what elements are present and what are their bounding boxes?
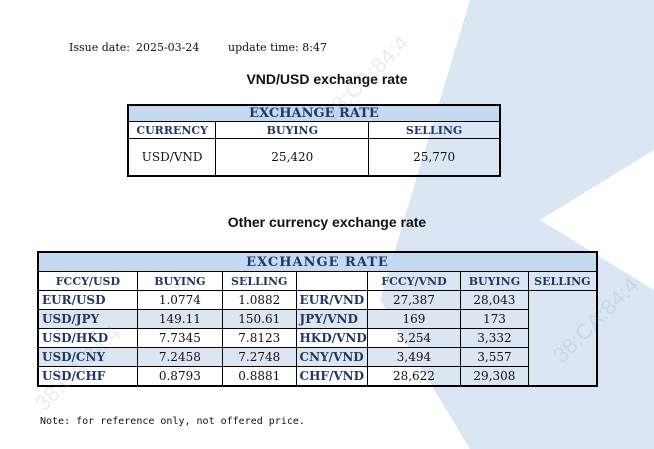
right-buying-cell: 28,622: [366, 366, 462, 387]
other-currency-rate-table: EXCHANGE RATE FCCY/USD BUYING SELLING FC…: [37, 251, 598, 387]
buying-cell: 25,420: [215, 138, 370, 177]
left-pair-cell: USD/CNY: [37, 347, 138, 367]
right-pair-cell: EUR/VND: [295, 290, 368, 310]
left-buying-cell: 0.8793: [136, 366, 223, 387]
left-buying-cell: 149.11: [136, 309, 223, 329]
table-row: USD/CHF 0.8793 0.8881 CHF/VND 28,622 29,308: [37, 366, 597, 387]
right-buying-cell: 3,494: [366, 347, 462, 367]
column-header-buying: BUYING: [136, 271, 223, 291]
table-spacer: [295, 271, 368, 291]
column-header-selling: SELLING: [527, 271, 598, 291]
left-pair-cell: USD/CHF: [37, 366, 138, 387]
table-row: USD/CNY 7.2458 7.2748 CNY/VND 3,494 3,557: [37, 347, 597, 367]
other-currency-title: Other currency exchange rate: [227, 214, 427, 230]
selling-cell: 25,770: [368, 138, 501, 177]
left-pair-cell: EUR/USD: [37, 290, 138, 310]
left-buying-cell: 1.0774: [136, 290, 223, 310]
issue-date: Issue date: 2025-03-24: [69, 41, 205, 54]
right-pair-cell: CHF/VND: [295, 366, 368, 387]
left-buying-cell: 7.2458: [136, 347, 223, 367]
table-row: USD/JPY 149.11 150.61 JPY/VND 169 173: [37, 309, 597, 329]
column-header-currency: CURRENCY: [127, 121, 217, 139]
issue-date-value: 2025-03-24: [135, 41, 200, 54]
right-pair-cell: JPY/VND: [295, 309, 368, 329]
table-header: EXCHANGE RATE: [128, 105, 500, 122]
right-buying-cell: 169: [366, 309, 462, 329]
right-selling-cell: 29,308: [460, 366, 529, 387]
right-pair-cell: HKD/VND: [295, 328, 368, 348]
update-time: update time: 8:47: [228, 41, 327, 54]
left-selling-cell: 7.2748: [221, 347, 297, 367]
column-header-buying: BUYING: [215, 121, 370, 139]
left-buying-cell: 7.7345: [136, 328, 223, 348]
issue-date-label: Issue date:: [69, 41, 130, 54]
right-selling-cell: 173: [460, 309, 529, 329]
right-pair-cell: CNY/VND: [295, 347, 368, 367]
table-row: EUR/USD 1.0774 1.0882 EUR/VND 27,387 28,043: [37, 290, 597, 310]
column-header-fccy-vnd: FCCY/VND: [366, 271, 462, 291]
column-header-selling: SELLING: [368, 121, 501, 139]
right-selling-cell: 28,043: [460, 290, 529, 310]
right-selling-cell: 3,557: [460, 347, 529, 367]
left-pair-cell: USD/JPY: [37, 309, 138, 329]
vnd-usd-title: VND/USD exchange rate: [246, 71, 408, 87]
update-time-label: update time:: [228, 41, 299, 54]
left-pair-cell: USD/HKD: [37, 328, 138, 348]
left-selling-cell: 0.8881: [221, 366, 297, 387]
right-selling-cell: 3,332: [460, 328, 529, 348]
right-buying-cell: 3,254: [366, 328, 462, 348]
table-header: EXCHANGE RATE: [37, 251, 598, 272]
table-row: USD/HKD 7.7345 7.8123 HKD/VND 3,254 3,332: [37, 328, 597, 348]
column-header-selling: SELLING: [221, 271, 297, 291]
update-time-value: 8:47: [302, 41, 327, 54]
column-header-fccy-usd: FCCY/USD: [37, 271, 138, 291]
left-selling-cell: 1.0882: [221, 290, 297, 310]
left-selling-cell: 150.61: [221, 309, 297, 329]
right-buying-cell: 27,387: [366, 290, 462, 310]
disclaimer-note: Note: for reference only, not offered pr…: [40, 416, 305, 427]
column-header-buying: BUYING: [460, 271, 529, 291]
currency-cell: USD/VND: [127, 138, 217, 177]
table-row: USD/VND 25,420 25,770: [127, 138, 501, 177]
vnd-usd-rate-table: EXCHANGE RATE CURRENCY BUYING SELLING US…: [127, 104, 501, 177]
left-selling-cell: 7.8123: [221, 328, 297, 348]
